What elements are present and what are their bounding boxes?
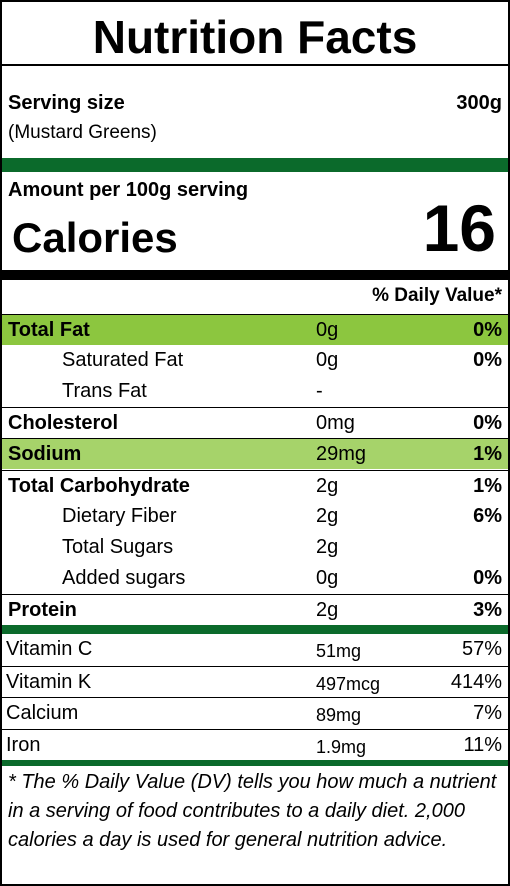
nutrient-amount: 0g [316, 349, 339, 371]
vitamin-amount: 497mcg [316, 674, 381, 694]
nutrient-amount: 2g [316, 475, 339, 497]
nutrient-name: Protein [8, 599, 77, 621]
calories-label: Calories [12, 214, 178, 261]
calories-value: 16 [422, 191, 496, 265]
nutrient-row-added-sugars: Added sugars 0g 0% [2, 563, 508, 594]
serving-size-label: Serving size [8, 92, 125, 114]
nutrient-dv: 0% [473, 349, 502, 371]
nutrient-dv: 0% [473, 567, 502, 589]
nutrient-amount: 0g [316, 319, 339, 341]
vitamin-amount: 1.9mg [316, 737, 367, 757]
nutrient-dv: 0% [473, 412, 502, 434]
vitamin-row-calcium: Calcium 89mg 7% [2, 697, 508, 728]
nutrient-amount: 29mg [316, 443, 367, 465]
vitamin-amount: 51mg [316, 641, 362, 661]
nutrient-row-total-sugars: Total Sugars 2g [2, 532, 508, 563]
nutrient-row-total-fat: Total Fat 0g 0% [2, 314, 508, 345]
nutrient-row-sodium: Sodium 29mg 1% [2, 438, 508, 469]
nutrient-row-protein: Protein 2g 3% [2, 594, 508, 625]
nutrient-dv: 0% [473, 319, 502, 341]
amount-per-label: Amount per 100g serving [8, 179, 249, 201]
food-name: (Mustard Greens) [8, 122, 157, 143]
divider-green-footnote [2, 760, 508, 766]
vitamin-dv: 414% [450, 671, 502, 693]
vitamin-dv: 11% [463, 734, 502, 756]
divider-thick [2, 270, 508, 280]
nutrient-amount: 2g [316, 599, 339, 621]
nutrient-row-total-carbohydrate: Total Carbohydrate 2g 1% [2, 470, 508, 501]
nutrient-amount: 0g [316, 567, 339, 589]
nutrient-amount: - [316, 380, 323, 402]
nutrient-name: Cholesterol [8, 412, 119, 434]
divider-green-vitamins [2, 625, 508, 634]
nutrient-name: Added sugars [62, 567, 186, 589]
nutrient-name: Trans Fat [62, 380, 147, 402]
vitamin-name: Iron [6, 734, 41, 756]
vitamin-name: Vitamin K [6, 671, 92, 693]
vitamin-name: Calcium [6, 702, 79, 724]
nutrient-row-trans-fat: Trans Fat - [2, 376, 508, 407]
nutrient-name: Total Fat [8, 319, 90, 341]
vitamin-row-iron: Iron 1.9mg 11% [2, 729, 508, 760]
vitamin-row-vitamin-k: Vitamin K 497mcg 414% [2, 666, 508, 697]
nutrient-amount: 0mg [316, 412, 355, 434]
divider-green-top [2, 158, 508, 172]
nutrient-dv: 6% [473, 505, 502, 527]
nutrient-row-cholesterol: Cholesterol 0mg 0% [2, 407, 508, 438]
daily-value-header: % Daily Value* [372, 285, 502, 306]
nutrient-name: Dietary Fiber [62, 505, 177, 527]
serving-section: Serving size 300g (Mustard Greens) [2, 66, 508, 158]
nutrient-amount: 2g [316, 536, 339, 558]
vitamin-dv: 57% [461, 638, 502, 660]
nutrient-name: Total Carbohydrate [8, 475, 190, 497]
nutrient-dv: 3% [473, 599, 502, 621]
vitamin-amount: 89mg [316, 705, 362, 725]
nutrient-dv: 1% [473, 475, 502, 497]
nutrient-row-dietary-fiber: Dietary Fiber 2g 6% [2, 501, 508, 532]
vitamin-dv: 7% [473, 702, 502, 724]
nutrient-dv: 1% [473, 443, 502, 465]
nutrient-name: Saturated Fat [62, 349, 184, 371]
serving-size-value: 300g [456, 92, 502, 114]
vitamin-row-vitamin-c: Vitamin C 51mg 57% [2, 634, 508, 665]
nutrient-row-saturated-fat: Saturated Fat 0g 0% [2, 345, 508, 376]
nutrient-name: Sodium [8, 443, 82, 465]
nutrient-amount: 2g [316, 505, 339, 527]
vitamin-name: Vitamin C [6, 638, 93, 660]
nutrient-name: Total Sugars [62, 536, 174, 558]
label-title: Nutrition Facts [2, 2, 508, 66]
daily-value-footnote: * The % Daily Value (DV) tells you how m… [8, 771, 497, 851]
